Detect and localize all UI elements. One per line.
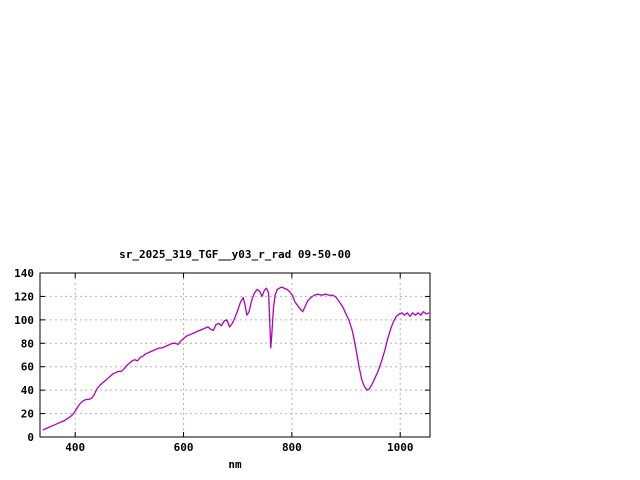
x-tick-label: 600 — [174, 441, 194, 454]
y-tick-label: 0 — [27, 431, 34, 444]
y-tick-label: 100 — [14, 314, 34, 327]
x-axis-label: nm — [228, 458, 242, 471]
x-tick-label: 1000 — [387, 441, 414, 454]
x-tick-label: 400 — [65, 441, 85, 454]
x-tick-label: 800 — [282, 441, 302, 454]
y-tick-label: 80 — [21, 337, 34, 350]
y-tick-label: 60 — [21, 361, 34, 374]
y-tick-label: 40 — [21, 384, 34, 397]
y-tick-label: 140 — [14, 267, 34, 280]
y-tick-label: 20 — [21, 408, 34, 421]
spectrum-series-line — [42, 286, 430, 431]
y-tick-label: 120 — [14, 290, 34, 303]
chart-title: sr_2025_319_TGF__y03_r_rad 09-50-00 — [119, 248, 351, 261]
